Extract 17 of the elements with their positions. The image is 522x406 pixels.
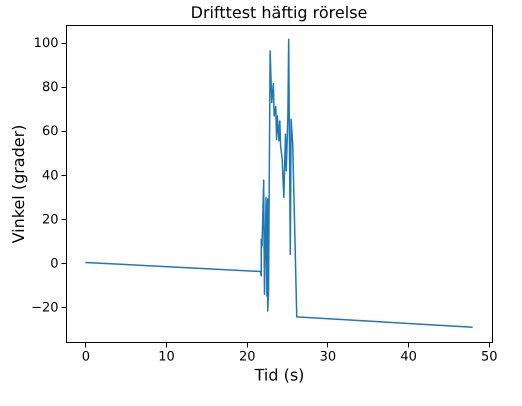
chart-title: Drifttest häftig rörelse (190, 3, 368, 22)
y-tick-label: 100 (34, 36, 58, 52)
y-tick-label: −20 (31, 300, 58, 316)
y-tick-label: 20 (42, 212, 58, 228)
x-axis-title: Tid (s) (254, 366, 304, 384)
x-tick-label: 30 (320, 350, 336, 364)
y-tick-label: 60 (42, 124, 58, 140)
x-tick-label: 50 (481, 350, 498, 364)
y-axis-title: Vinkel (grader) (9, 124, 28, 244)
x-tick-label: 0 (82, 350, 90, 364)
x-tick-label: 20 (238, 350, 256, 364)
y-tick-label: 80 (42, 80, 58, 96)
line-series (84, 38, 474, 328)
x-tick-label: 40 (400, 350, 417, 364)
y-tick-label: 40 (42, 168, 58, 184)
x-tick-label: 10 (158, 350, 175, 364)
y-tick-label: 0 (50, 256, 58, 272)
